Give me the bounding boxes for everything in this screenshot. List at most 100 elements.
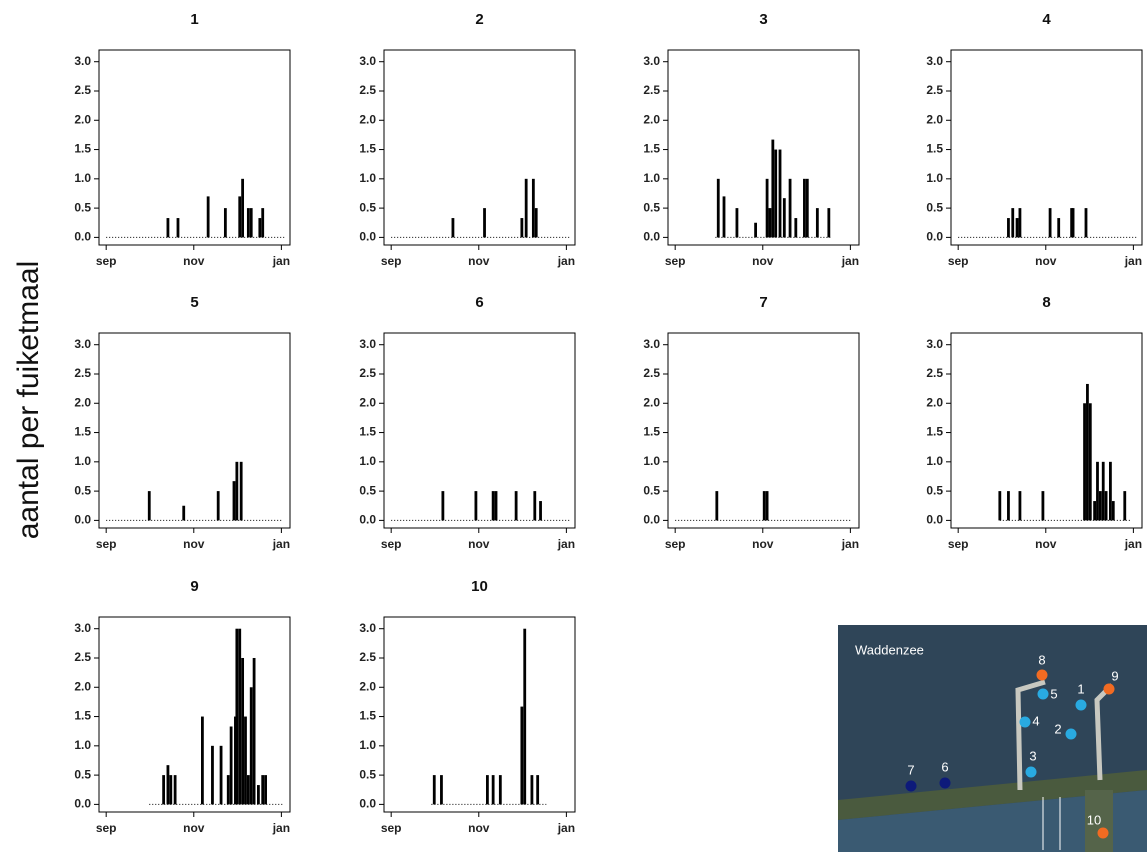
y-tick-label: 1.5 xyxy=(359,709,376,723)
y-axis-label: aantal per fuiketmaal xyxy=(12,261,45,540)
x-tick-label: nov xyxy=(752,537,774,551)
bar xyxy=(238,196,242,238)
y-tick-label: 2.5 xyxy=(359,650,376,664)
bar xyxy=(474,491,478,521)
plot-frame xyxy=(667,332,860,529)
y-tick-label: 2.0 xyxy=(74,395,91,409)
bar xyxy=(524,178,528,238)
x-tick-label: jan xyxy=(272,254,290,268)
x-tick-label: sep xyxy=(948,537,969,551)
bar xyxy=(173,775,177,805)
x-tick-label: nov xyxy=(468,821,490,835)
panel: 6 0.0 0.5 1.0 1.5 2.0 2.5 3.0 sep nov jan xyxy=(359,294,576,551)
y-tick-label: 1.5 xyxy=(926,425,943,439)
bar xyxy=(534,208,538,238)
bar xyxy=(722,196,726,238)
plot-frame xyxy=(98,332,291,529)
x-tick-label: jan xyxy=(557,537,575,551)
bar xyxy=(765,491,769,521)
bar xyxy=(234,716,237,805)
y-tick-label: 3.0 xyxy=(643,337,660,351)
bar xyxy=(768,208,772,238)
map: Waddenzee 8 9 5 1 42 3 7 6 10 xyxy=(838,625,1147,852)
y-tick-label: 1.0 xyxy=(359,454,376,468)
bar xyxy=(782,198,786,238)
y-tick-label: 3.0 xyxy=(359,54,376,68)
bar xyxy=(1007,491,1010,521)
bar xyxy=(523,628,527,805)
bar xyxy=(211,745,214,805)
map-harbour-wall xyxy=(1015,679,1046,791)
panel: 1 0.0 0.5 1.0 1.5 2.0 2.5 3.0 sep nov jan xyxy=(74,11,291,268)
y-tick-label: 1.5 xyxy=(74,142,91,156)
y-tick-label: 1.0 xyxy=(74,738,91,752)
y-tick-label: 2.0 xyxy=(359,112,376,126)
bar xyxy=(530,775,534,805)
bar xyxy=(491,775,495,805)
panel-title: 8 xyxy=(1042,294,1050,311)
panel: 5 0.0 0.5 1.0 1.5 2.0 2.5 3.0 sep nov jan xyxy=(74,294,291,551)
x-tick-label: sep xyxy=(96,254,117,268)
map-station xyxy=(939,777,951,789)
bar xyxy=(1018,491,1022,521)
plot-frame xyxy=(950,332,1143,529)
bar xyxy=(246,208,250,238)
bar xyxy=(1015,218,1019,238)
plot-frame xyxy=(667,49,860,246)
bar xyxy=(1084,208,1088,238)
map-station xyxy=(1075,699,1087,711)
y-tick-label: 2.5 xyxy=(74,366,91,380)
bar xyxy=(252,657,256,805)
plot-frame xyxy=(383,332,576,529)
map-station xyxy=(1065,728,1077,740)
bar xyxy=(147,491,151,521)
y-tick-label: 1.0 xyxy=(926,171,943,185)
bar xyxy=(264,775,267,805)
bar xyxy=(536,775,540,805)
map-station xyxy=(1036,669,1048,681)
panel-title: 9 xyxy=(190,578,198,595)
y-tick-label: 2.5 xyxy=(74,650,91,664)
x-tick-label: jan xyxy=(1124,537,1142,551)
x-tick-label: jan xyxy=(841,254,859,268)
plot-frame xyxy=(98,49,291,246)
bar xyxy=(200,716,204,805)
x-tick-label: sep xyxy=(665,537,686,551)
x-tick-label: sep xyxy=(381,537,402,551)
y-tick-label: 0.0 xyxy=(359,230,376,244)
y-tick-label: 2.5 xyxy=(643,366,660,380)
panel-title: 6 xyxy=(475,294,483,311)
bar xyxy=(1123,491,1127,521)
y-tick-label: 0.5 xyxy=(359,767,376,781)
map-station-label: 10 xyxy=(1087,812,1101,827)
panel: 10 0.0 0.5 1.0 1.5 2.0 2.5 3.0 sep nov jan xyxy=(359,578,576,835)
y-tick-label: 1.0 xyxy=(643,454,660,468)
bar xyxy=(1109,461,1112,521)
y-tick-label: 0.5 xyxy=(926,200,943,214)
bar xyxy=(432,775,436,805)
y-tick-label: 0.0 xyxy=(74,513,91,527)
bar xyxy=(483,208,486,238)
map-station xyxy=(1019,716,1031,728)
y-tick-label: 1.0 xyxy=(359,738,376,752)
y-tick-label: 1.5 xyxy=(74,709,91,723)
y-tick-label: 3.0 xyxy=(74,621,91,635)
bar xyxy=(1086,383,1089,521)
map-station-label: 6 xyxy=(941,759,948,774)
y-tick-label: 2.0 xyxy=(643,112,660,126)
map-station-label: 4 xyxy=(1032,713,1039,728)
y-tick-label: 0.0 xyxy=(643,230,660,244)
map-title: Waddenzee xyxy=(855,642,924,657)
panel-title: 4 xyxy=(1042,11,1051,28)
y-tick-label: 1.0 xyxy=(359,171,376,185)
y-tick-label: 0.5 xyxy=(643,200,660,214)
bar xyxy=(485,775,489,805)
x-tick-label: sep xyxy=(948,254,969,268)
y-tick-label: 2.0 xyxy=(359,395,376,409)
bar xyxy=(440,775,443,805)
bar xyxy=(1048,208,1052,238)
bar xyxy=(805,178,809,238)
y-tick-label: 3.0 xyxy=(74,54,91,68)
y-tick-label: 2.5 xyxy=(359,83,376,97)
